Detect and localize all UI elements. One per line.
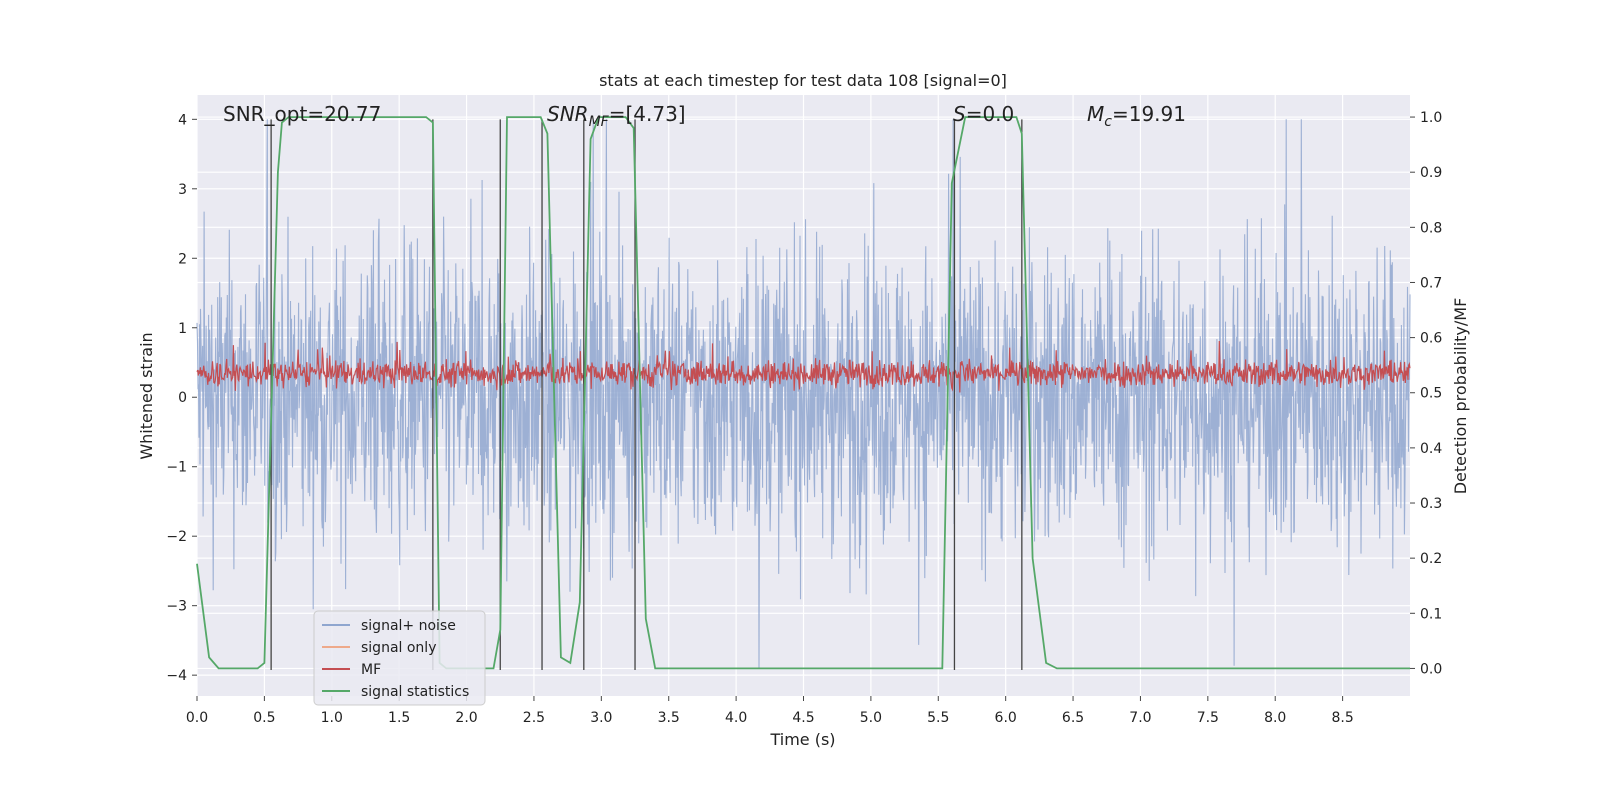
annotation-s: S=0.0 (953, 102, 1014, 126)
y-right-tick-label: 1.0 (1420, 110, 1442, 126)
legend-label-signal-noise: signal+ noise (361, 618, 456, 634)
x-tick-label: 1.5 (388, 710, 410, 726)
annotation-snr-mf-prefix: SNR (547, 102, 589, 126)
x-tick-label: 7.5 (1197, 710, 1219, 726)
annotation-s-value: =0.0 (966, 102, 1015, 126)
x-tick-label: 6.5 (1062, 710, 1084, 726)
y-axis-left-ticks: −4 −3 −2 −1 0 1 2 3 4 (166, 112, 197, 684)
y-right-tick-label: 0.3 (1420, 496, 1442, 512)
annotation-mc-value: =19.91 (1112, 102, 1186, 126)
y-left-tick-label: 3 (178, 182, 187, 198)
chart-title: stats at each timestep for test data 108… (599, 71, 1007, 90)
x-tick-label: 2.0 (455, 710, 477, 726)
y-right-tick-label: 0.5 (1420, 386, 1442, 402)
series-signal-statistics (196, 116, 1410, 670)
x-tick-label: 1.0 (321, 710, 343, 726)
annotation-snr-mf-sub: MF (589, 114, 610, 130)
x-tick-label: 5.0 (860, 710, 882, 726)
x-tick-label: 5.5 (927, 710, 949, 726)
legend-label-signal-statistics: signal statistics (361, 684, 469, 700)
y-right-tick-label: 0.7 (1420, 275, 1442, 291)
y-right-tick-label: 0.8 (1420, 220, 1442, 236)
x-axis-ticks: 0.0 0.5 1.0 1.5 2.0 2.5 3.0 3.5 4.0 4.5 5.0 5.5 6.0 6… (186, 696, 1354, 726)
x-tick-label: 4.5 (792, 710, 814, 726)
y-axis-right-ticks: 0.0 0.1 0.2 0.3 0.4 0.5 0.6 0.7 0.8 0.9 1.0 (1410, 110, 1442, 677)
y-right-tick-label: 0.4 (1420, 441, 1442, 457)
y-right-tick-label: 0.6 (1420, 331, 1442, 347)
x-tick-label: 2.5 (523, 710, 545, 726)
x-axis-label: Time (s) (769, 730, 835, 749)
x-tick-label: 7.0 (1129, 710, 1151, 726)
mf-line (196, 340, 1411, 393)
y-right-tick-label: 0.9 (1420, 165, 1442, 181)
legend-label-mf: MF (361, 662, 381, 678)
y-left-tick-label: −1 (166, 460, 187, 476)
x-tick-label: 8.0 (1264, 710, 1286, 726)
x-tick-label: 3.5 (658, 710, 680, 726)
annotation-snr-mf-value: =[4.73] (609, 102, 686, 126)
y-left-tick-label: −4 (166, 668, 187, 684)
annotation-s-label: S (953, 102, 966, 126)
x-tick-label: 0.5 (253, 710, 275, 726)
y-left-tick-label: −3 (166, 599, 187, 615)
legend-label-signal-only: signal only (361, 640, 436, 656)
annotation-mc: Mc=19.91 (1087, 102, 1186, 130)
y-left-tick-label: −2 (166, 529, 187, 545)
y-right-tick-label: 0.0 (1420, 661, 1442, 677)
legend-box (313, 610, 486, 706)
y-right-tick-label: 0.1 (1420, 606, 1442, 622)
x-tick-label: 3.0 (590, 710, 612, 726)
signal-statistics-line (196, 116, 1410, 670)
y-axis-right-label: Detection probability/MF (1451, 298, 1470, 495)
x-tick-label: 8.5 (1331, 710, 1353, 726)
series-mf (196, 340, 1411, 393)
annotation-snr-opt: SNR_opt=20.77 (223, 102, 381, 126)
legend: signal+ noise signal only MF signal stat… (313, 610, 486, 706)
y-right-tick-label: 0.2 (1420, 551, 1442, 567)
x-tick-label: 6.0 (995, 710, 1017, 726)
noise-line (196, 119, 1411, 669)
y-axis-left-label: Whitened strain (137, 332, 156, 459)
series-signal-noise (196, 119, 1411, 669)
x-tick-label: 0.0 (186, 710, 208, 726)
y-left-tick-label: 1 (178, 321, 187, 337)
annotation-mc-label: M (1087, 102, 1104, 126)
y-left-tick-label: 0 (178, 390, 187, 406)
annotation-snr-mf: SNRMF=[4.73] (547, 102, 686, 130)
y-left-tick-label: 2 (178, 251, 187, 267)
annotation-mc-sub: c (1104, 114, 1112, 130)
y-left-tick-label: 4 (178, 112, 187, 128)
x-tick-label: 4.0 (725, 710, 747, 726)
